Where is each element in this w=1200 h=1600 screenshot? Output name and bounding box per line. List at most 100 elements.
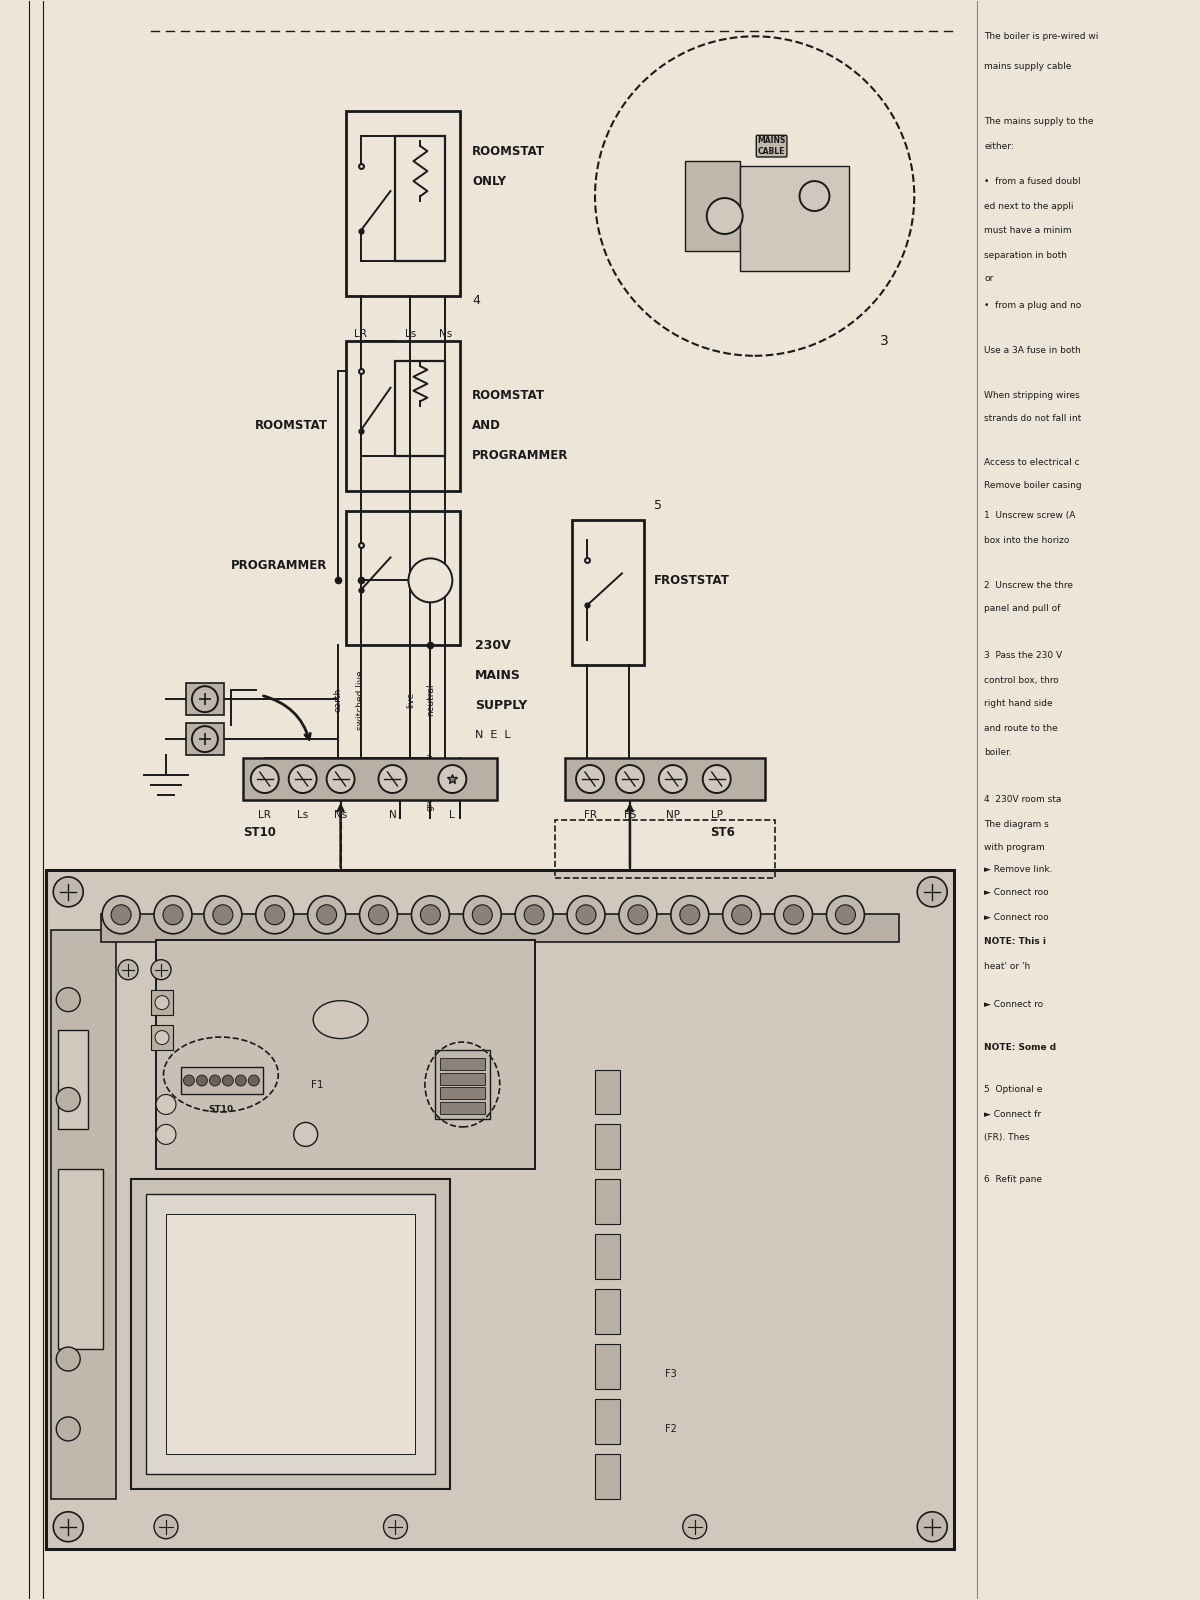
Text: ► Remove link.: ► Remove link. — [984, 866, 1052, 874]
Text: heat' or 'h: heat' or 'h — [984, 962, 1031, 971]
Circle shape — [515, 896, 553, 934]
Text: green/yellow: green/yellow — [426, 754, 434, 811]
Text: MAINS
CABLE: MAINS CABLE — [757, 136, 786, 155]
Text: ► Connect ro: ► Connect ro — [984, 1000, 1043, 1010]
Text: Ns: Ns — [439, 330, 452, 339]
Text: •  from a fused doubl: • from a fused doubl — [984, 176, 1081, 186]
Text: N  E  L: N E L — [475, 730, 511, 741]
Bar — [595, 1069, 620, 1115]
Text: PROGRAMMER: PROGRAMMER — [232, 558, 328, 571]
Circle shape — [576, 765, 604, 794]
Circle shape — [378, 765, 407, 794]
Circle shape — [163, 906, 182, 925]
Circle shape — [412, 896, 449, 934]
Circle shape — [235, 1075, 246, 1086]
Text: N: N — [389, 810, 396, 819]
Bar — [440, 1102, 485, 1115]
Text: ► Connect roo: ► Connect roo — [984, 914, 1049, 922]
Circle shape — [155, 995, 169, 1010]
Circle shape — [671, 896, 709, 934]
Circle shape — [473, 906, 492, 925]
Circle shape — [827, 896, 864, 934]
Circle shape — [576, 906, 596, 925]
Bar — [346, 341, 461, 491]
Circle shape — [102, 896, 140, 934]
Circle shape — [289, 765, 317, 794]
Text: separation in both: separation in both — [984, 251, 1067, 261]
Circle shape — [628, 906, 648, 925]
Text: and route to the: and route to the — [984, 723, 1058, 733]
Circle shape — [420, 906, 440, 925]
Text: •  from a plug and no: • from a plug and no — [984, 301, 1081, 310]
Text: F2: F2 — [665, 1424, 677, 1434]
Text: 2  Unscrew the thre: 2 Unscrew the thre — [984, 581, 1073, 590]
Circle shape — [151, 960, 170, 979]
Circle shape — [659, 765, 686, 794]
Text: 3  Pass the 230 V: 3 Pass the 230 V — [984, 651, 1062, 659]
Text: switched live: switched live — [356, 670, 365, 730]
Text: neutral: neutral — [426, 683, 434, 717]
Circle shape — [112, 906, 131, 925]
Circle shape — [192, 726, 218, 752]
Bar — [146, 1194, 436, 1474]
Circle shape — [197, 1075, 208, 1086]
Circle shape — [56, 1347, 80, 1371]
Circle shape — [683, 1515, 707, 1539]
Text: PROGRAMMER: PROGRAMMER — [473, 450, 569, 462]
Text: must have a minim: must have a minim — [984, 227, 1072, 235]
Text: M: M — [425, 576, 436, 586]
Text: LP: LP — [710, 810, 722, 819]
Text: (FR). Thes: (FR). Thes — [984, 1133, 1030, 1142]
Text: LR: LR — [258, 810, 271, 819]
Circle shape — [722, 896, 761, 934]
Bar — [440, 1058, 485, 1069]
Text: F3: F3 — [665, 1370, 677, 1379]
Bar — [346, 110, 461, 296]
Bar — [151, 990, 173, 1014]
Text: 1  Unscrew screw (A: 1 Unscrew screw (A — [984, 510, 1075, 520]
Circle shape — [56, 987, 80, 1011]
Text: ROOMSTAT: ROOMSTAT — [254, 419, 328, 432]
Text: Remove boiler casing: Remove boiler casing — [984, 482, 1081, 490]
Circle shape — [155, 1030, 169, 1045]
Bar — [166, 1214, 415, 1454]
Text: Access to electrical c: Access to electrical c — [984, 458, 1080, 467]
Circle shape — [732, 906, 751, 925]
Text: ROOMSTAT: ROOMSTAT — [473, 144, 545, 158]
Text: strands do not fall int: strands do not fall int — [984, 414, 1081, 422]
Text: FR: FR — [583, 810, 596, 819]
Text: ONLY: ONLY — [473, 174, 506, 187]
Circle shape — [703, 765, 731, 794]
Circle shape — [248, 1075, 259, 1086]
Circle shape — [256, 896, 294, 934]
Text: ST10: ST10 — [209, 1106, 234, 1114]
Text: ROOMSTAT: ROOMSTAT — [473, 389, 545, 402]
Text: Ns: Ns — [334, 810, 347, 819]
Circle shape — [210, 1075, 221, 1086]
Bar — [595, 1290, 620, 1334]
Bar — [436, 1050, 491, 1120]
Bar — [595, 1125, 620, 1170]
Bar — [685, 162, 739, 251]
Circle shape — [774, 896, 812, 934]
Bar — [181, 1067, 263, 1094]
Text: ed next to the appli: ed next to the appli — [984, 202, 1074, 211]
Bar — [156, 939, 535, 1170]
Bar — [47, 870, 954, 1549]
Circle shape — [53, 1512, 83, 1542]
Text: When stripping wires: When stripping wires — [984, 392, 1080, 400]
Text: Use a 3A fuse in both: Use a 3A fuse in both — [984, 346, 1081, 355]
Text: 5: 5 — [654, 499, 662, 512]
Text: The boiler is pre-wired wi: The boiler is pre-wired wi — [984, 32, 1098, 42]
Text: 4: 4 — [473, 294, 480, 307]
Circle shape — [184, 1075, 194, 1086]
Circle shape — [212, 906, 233, 925]
Text: AND: AND — [473, 419, 502, 432]
Bar — [440, 1088, 485, 1099]
Text: box into the horizo: box into the horizo — [984, 536, 1069, 546]
Circle shape — [368, 906, 389, 925]
Circle shape — [118, 960, 138, 979]
Circle shape — [317, 906, 337, 925]
Circle shape — [294, 1123, 318, 1146]
Circle shape — [463, 896, 502, 934]
